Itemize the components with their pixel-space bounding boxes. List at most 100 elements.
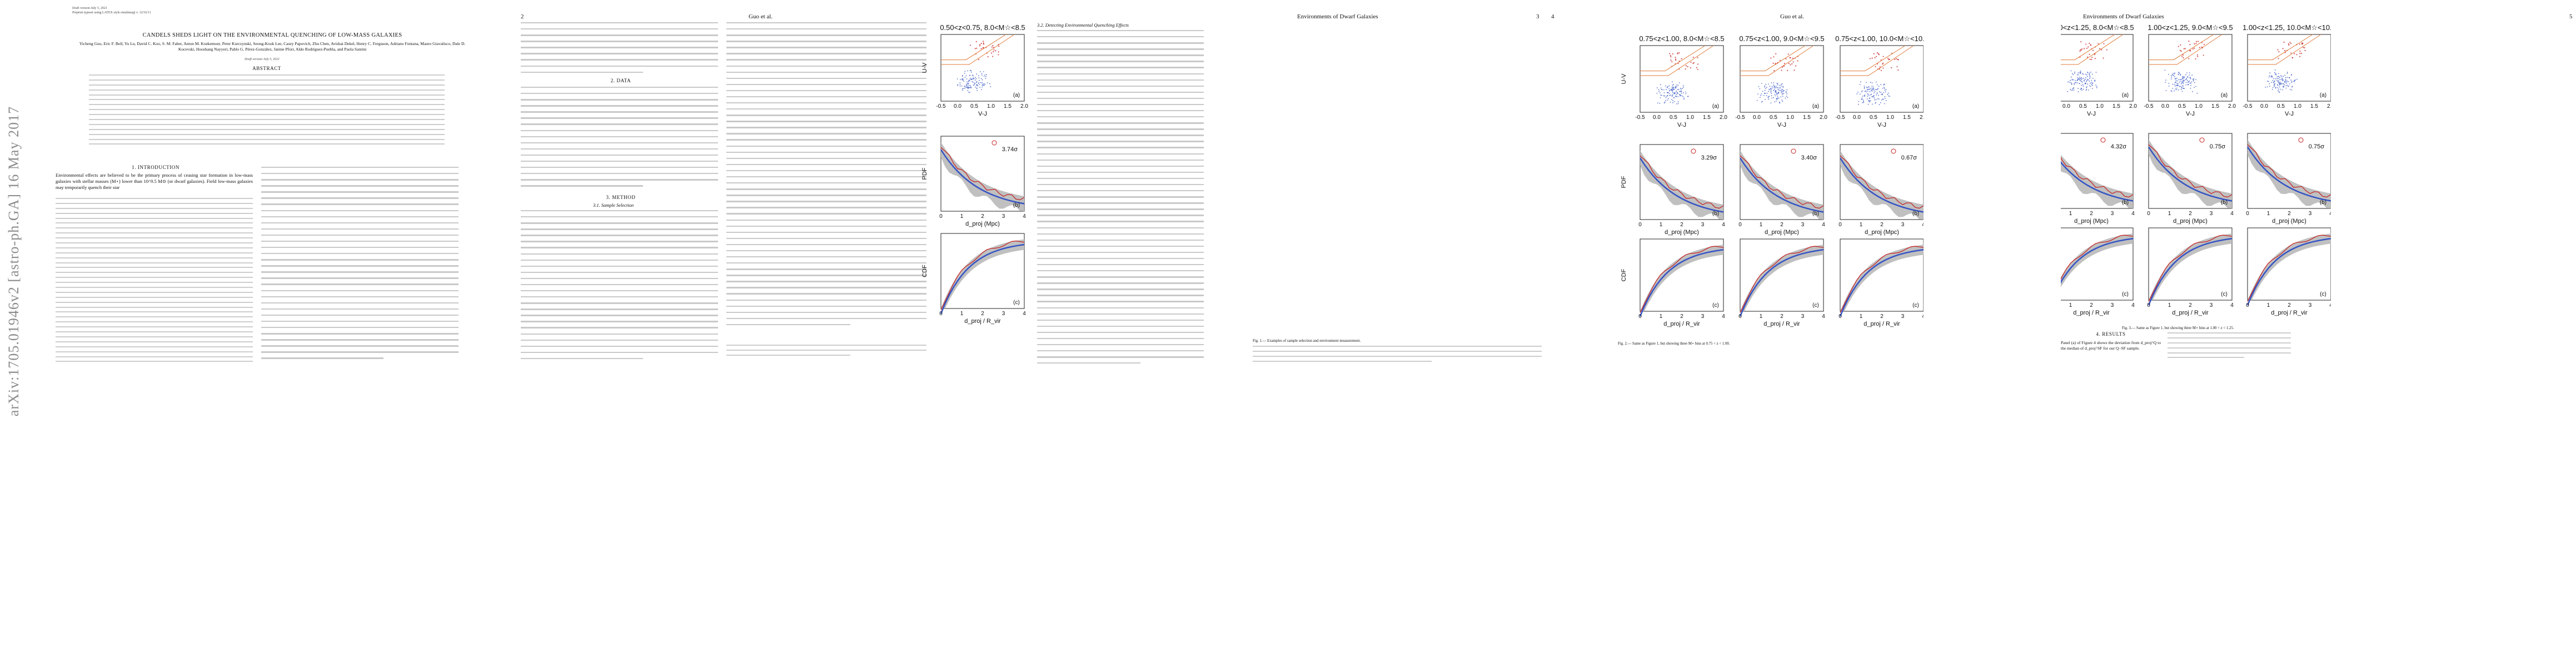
sf-point bbox=[1661, 89, 1662, 90]
sf-point bbox=[1781, 99, 1783, 101]
q-point bbox=[2291, 57, 2293, 59]
q-point bbox=[1797, 60, 1798, 62]
sf-point bbox=[1884, 98, 1886, 99]
sf-point bbox=[1677, 93, 1678, 94]
pdf-frame bbox=[2148, 133, 2233, 209]
tick-label: 4 bbox=[2329, 211, 2331, 217]
q-point bbox=[979, 44, 981, 46]
tick-label: 0 bbox=[1838, 222, 1842, 228]
sf-point bbox=[2183, 77, 2185, 78]
cdf-frame bbox=[1740, 238, 1824, 312]
sf-point bbox=[2076, 74, 2078, 76]
sf-point bbox=[1866, 87, 1868, 88]
sf-point bbox=[2073, 87, 2075, 88]
uvj-selection-line bbox=[1840, 45, 1906, 72]
uvj-selection-line bbox=[1840, 45, 1914, 76]
q-point bbox=[2089, 42, 2090, 44]
page-3: Environments of Dwarf Galaxies 3 3.2. De… bbox=[1030, 0, 1546, 667]
sf-point bbox=[2189, 77, 2191, 79]
panel-letter: (b) bbox=[2122, 200, 2129, 206]
sf-point bbox=[1758, 86, 1760, 87]
tick-label: 1 bbox=[1760, 313, 1763, 320]
uvj-points bbox=[1856, 52, 1899, 106]
sf-point bbox=[2278, 78, 2279, 79]
tick-label: 1.0 bbox=[1786, 115, 1794, 121]
sf-point bbox=[976, 84, 977, 86]
q-point bbox=[2188, 58, 2190, 59]
sf-point bbox=[2189, 74, 2190, 76]
sf-point bbox=[2286, 81, 2288, 82]
q-point bbox=[1879, 66, 1881, 68]
sf-point bbox=[1859, 93, 1861, 95]
sf-median-line bbox=[1639, 157, 1724, 213]
q-point bbox=[2180, 44, 2181, 46]
q-point bbox=[2278, 58, 2279, 59]
sf-point bbox=[970, 86, 971, 88]
panel-title: 1.00<z<1.25, 9.0<M☆<9.5 bbox=[2148, 23, 2233, 32]
tick-label: 2.0 bbox=[1820, 115, 1827, 121]
q-point bbox=[2194, 47, 2195, 49]
sf-point bbox=[1669, 89, 1671, 91]
sf-point bbox=[1781, 91, 1783, 92]
cdf-q-line bbox=[1640, 246, 1724, 313]
sf-point bbox=[2186, 72, 2188, 74]
sf-point bbox=[1679, 91, 1681, 92]
sf-point bbox=[2086, 76, 2088, 77]
sf-point bbox=[2182, 81, 2184, 82]
tick-label: 1 bbox=[2168, 302, 2171, 308]
sf-point bbox=[2290, 79, 2292, 81]
sf-point bbox=[1658, 89, 1660, 91]
q-point bbox=[2099, 48, 2101, 49]
tick-label: 0 bbox=[1638, 222, 1642, 228]
data-heading: 2. DATA bbox=[610, 78, 631, 83]
q-point bbox=[2091, 58, 2092, 61]
tick-label: 1.0 bbox=[987, 103, 995, 109]
cdf-band bbox=[1640, 245, 1723, 311]
tick-label: 0 bbox=[1738, 313, 1742, 320]
sf-point bbox=[1864, 86, 1865, 87]
sf-point bbox=[965, 75, 967, 76]
q-point bbox=[1671, 61, 1673, 63]
q-point bbox=[1795, 65, 1797, 67]
sf-point bbox=[2080, 70, 2081, 72]
sf-point bbox=[2067, 91, 2069, 92]
q-point bbox=[2299, 43, 2300, 45]
q-point bbox=[2092, 49, 2094, 51]
sf-point bbox=[1776, 92, 1777, 94]
panel-letter: (c) bbox=[1912, 302, 1919, 308]
sf-point bbox=[1780, 90, 1781, 92]
sf-point bbox=[2095, 72, 2097, 73]
tick-label: 0.0 bbox=[2161, 103, 2169, 109]
sf-point bbox=[1872, 103, 1873, 105]
sf-point bbox=[2070, 79, 2071, 81]
sf-point bbox=[1676, 96, 1677, 97]
uvj-selection-line bbox=[1640, 45, 1714, 76]
sf-point bbox=[2071, 79, 2073, 81]
sf-point bbox=[2085, 77, 2086, 78]
tick-label: 0.0 bbox=[2260, 103, 2268, 109]
results-column-2 bbox=[2168, 332, 2291, 362]
sf-point bbox=[2174, 90, 2175, 92]
sf-point bbox=[975, 86, 976, 88]
sf-point bbox=[2183, 81, 2184, 82]
tick-label: 0 bbox=[1738, 222, 1742, 228]
q-point bbox=[2182, 54, 2184, 56]
q-point bbox=[2188, 40, 2190, 42]
q-point bbox=[1690, 67, 1692, 69]
sf-point bbox=[2175, 88, 2176, 90]
sf-point bbox=[2070, 88, 2071, 90]
sf-point bbox=[2291, 81, 2293, 82]
sf-point bbox=[1864, 88, 1865, 89]
sf-point bbox=[1879, 104, 1880, 106]
sf-point bbox=[2274, 84, 2275, 86]
data-section-text bbox=[521, 87, 718, 192]
significance-label: 0.75σ bbox=[2309, 143, 2324, 150]
sf-point bbox=[1687, 96, 1689, 97]
sf-point bbox=[2088, 89, 2089, 91]
axis-label-cdf: CDF bbox=[921, 265, 928, 277]
sf-point bbox=[2171, 77, 2173, 78]
q-point bbox=[2299, 56, 2301, 57]
q-point bbox=[1869, 58, 1871, 59]
sf-point bbox=[1766, 92, 1768, 94]
sf-point bbox=[2082, 88, 2084, 90]
